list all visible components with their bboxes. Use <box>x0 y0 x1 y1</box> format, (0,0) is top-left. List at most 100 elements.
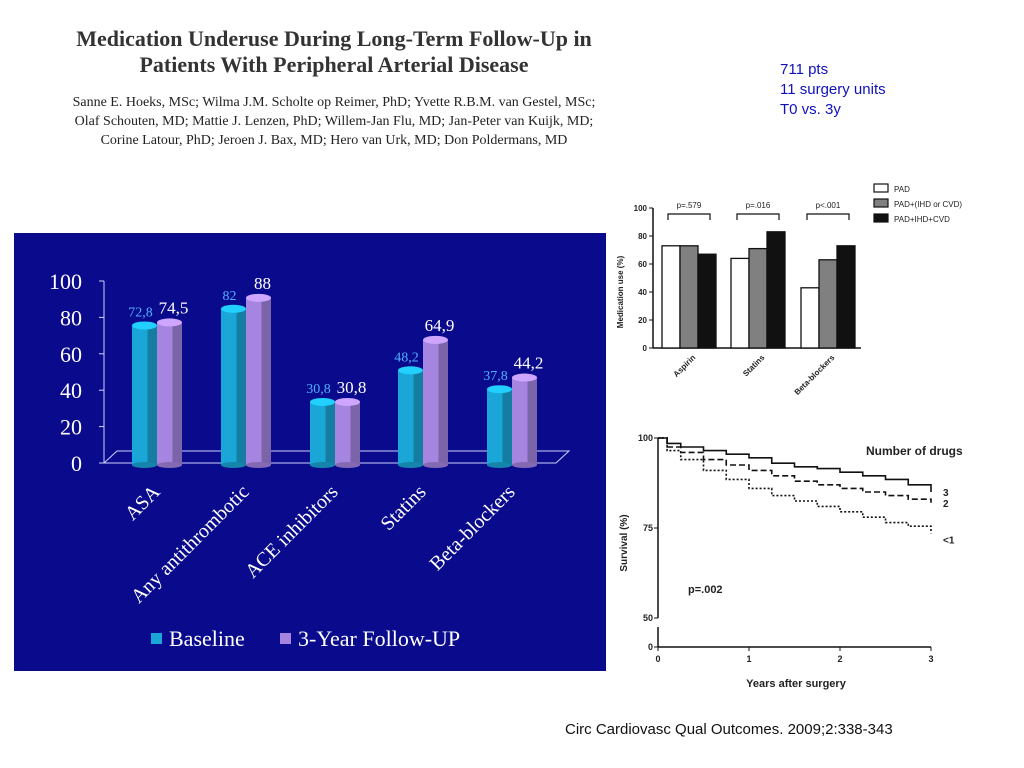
chart1-bar-top <box>487 385 512 394</box>
chart1-bar-shade <box>261 297 271 465</box>
chart1-data-label: 30,8 <box>306 382 331 397</box>
chart3-survival-curve <box>658 437 932 492</box>
chart2-bar <box>818 259 838 349</box>
chart2-y-tick-label: 0 <box>643 344 648 353</box>
chart1-bar <box>310 397 335 468</box>
chart1-bar-base <box>512 462 537 468</box>
chart2-legend: PAD PAD+(IHD or CVD) PAD+IHD+CVD <box>873 183 962 224</box>
chart1-y-tick-label: 20 <box>60 415 82 440</box>
chart2-y-tick-label: 20 <box>638 316 647 325</box>
chart1-bar-base <box>310 462 335 468</box>
chart1-bar <box>398 366 423 468</box>
chart2-bar <box>836 245 856 349</box>
chart2-bracket <box>667 213 711 220</box>
chart2-bars <box>661 231 856 349</box>
chart3-survival-curve <box>658 437 932 503</box>
chart1-y-tick-label: 40 <box>60 378 82 403</box>
chart2-bar <box>766 231 786 349</box>
chart1-bar-base <box>246 462 271 468</box>
authors-line1: Sanne E. Hoeks, MSc; Wilma J.M. Scholte … <box>72 95 596 110</box>
authors-line3: Corine Latour, PhD; Jeroen J. Bax, MD; H… <box>100 133 568 148</box>
chart2-y-label: Medication use (%) <box>616 255 625 328</box>
chart2-bar <box>697 253 717 349</box>
chart3-x-label: Years after surgery <box>746 678 847 690</box>
chart3-series-label: <1 <box>943 535 955 546</box>
chart3-series-label: 2 <box>943 499 949 510</box>
chart1-y-axis: 0 20 40 60 80 100 <box>49 269 105 476</box>
chart2-y-tick-label: 40 <box>638 288 647 297</box>
chart3-x-tick-label: 0 <box>655 654 660 664</box>
chart1-data-label: 82 <box>223 289 237 304</box>
medication-bar-chart: 0 20 40 60 80 100 72,8 74,5 82 88 30,8 30,8 48,2 64,… <box>14 233 606 671</box>
chart1-bar-shade <box>350 401 360 465</box>
chart3-p-value: p=.002 <box>688 584 723 596</box>
chart2-bar <box>679 245 699 349</box>
chart1-bar-top <box>398 366 423 375</box>
chart1-legend: Baseline 3-Year Follow-UP <box>151 626 460 651</box>
chart3-y-label: Survival (%) <box>619 514 630 571</box>
chart2-bar <box>748 247 768 349</box>
chart1-data-label: 30,8 <box>337 378 367 397</box>
paper-title: Medication Underuse During Long-Term Fol… <box>24 26 644 78</box>
chart2-p-value: p=.579 <box>677 201 702 210</box>
chart1-bar-base <box>398 462 423 468</box>
chart1-bars <box>132 293 537 468</box>
chart1-bar <box>246 293 271 468</box>
chart1-bar-top <box>512 373 537 382</box>
citation: Circ Cardiovasc Qual Outcomes. 2009;2:33… <box>565 721 893 738</box>
chart3-series-labels: 32 <1 <box>943 488 955 546</box>
chart3-background <box>613 425 985 695</box>
paper-title-line2: Patients With Peripheral Arterial Diseas… <box>139 52 529 77</box>
chart1-bar-base <box>423 462 448 468</box>
chart2-p-value: p<.001 <box>816 201 841 210</box>
chart2-p-values: p=.579 p=.016 p<.001 <box>667 201 850 220</box>
chart3-x-tick-label: 3 <box>928 654 933 664</box>
chart3-y-tick-label: 50 <box>643 613 653 623</box>
study-info-timepoints: T0 vs. 3y <box>780 101 841 118</box>
chart2-p-value: p=.016 <box>746 201 771 210</box>
chart1-bar-shade <box>236 308 246 465</box>
chart1-bar <box>423 335 448 468</box>
study-info-units: 11 surgery units <box>780 81 886 98</box>
study-info: 711 pts 11 surgery units T0 vs. 3y <box>780 60 886 120</box>
chart1-bar-shade <box>413 370 423 465</box>
chart1-bar <box>157 318 182 468</box>
chart1-data-label: 37,8 <box>483 369 508 384</box>
chart1-data-label: 64,9 <box>425 316 455 335</box>
chart3-x-tick-label: 2 <box>837 654 842 664</box>
chart1-bar-top <box>157 318 182 327</box>
chart2-legend-swatch <box>873 183 889 193</box>
chart3-y-tick-label: 75 <box>643 523 653 533</box>
chart1-bar-base <box>132 462 157 468</box>
chart1-data-label: 44,2 <box>514 354 544 373</box>
chart3-x-tick-label: 1 <box>746 654 751 664</box>
chart1-bar <box>132 321 157 468</box>
chart1-data-labels: 72,8 74,5 82 88 30,8 30,8 48,2 64,9 37,8 44,2 <box>128 274 543 397</box>
chart1-bar <box>512 373 537 468</box>
chart2-bracket <box>736 213 780 220</box>
chart1-bar-top <box>310 397 335 406</box>
chart2-legend-label: PAD <box>894 185 910 194</box>
chart2-y-tick-label: 60 <box>638 260 647 269</box>
chart1-bar-base <box>157 462 182 468</box>
chart3-curves <box>658 437 932 534</box>
legend-swatch-followup <box>280 633 291 644</box>
chart1-bar-top <box>221 304 246 313</box>
chart1-bar-base <box>335 462 360 468</box>
chart3-series-label: 3 <box>943 488 949 499</box>
chart1-bar <box>487 385 512 468</box>
chart1-bar <box>221 304 246 468</box>
chart1-bar-base <box>487 462 512 468</box>
authors-line2: Olaf Schouten, MD; Mattie J. Lenzen, PhD… <box>74 114 594 129</box>
chart2-bar <box>730 257 750 349</box>
chart2-y-tick-label: 100 <box>634 204 648 213</box>
chart3-y-tick-label: 100 <box>638 433 653 443</box>
chart1-bar-shade <box>325 401 335 465</box>
chart1-bar-base <box>221 462 246 468</box>
chart1-bar-shade <box>172 322 182 465</box>
chart2-legend-label: PAD+(IHD or CVD) <box>894 200 962 209</box>
chart1-data-label: 48,2 <box>394 350 419 365</box>
chart2-legend-label: PAD+IHD+CVD <box>894 215 950 224</box>
chart1-bar-shade <box>147 325 157 465</box>
